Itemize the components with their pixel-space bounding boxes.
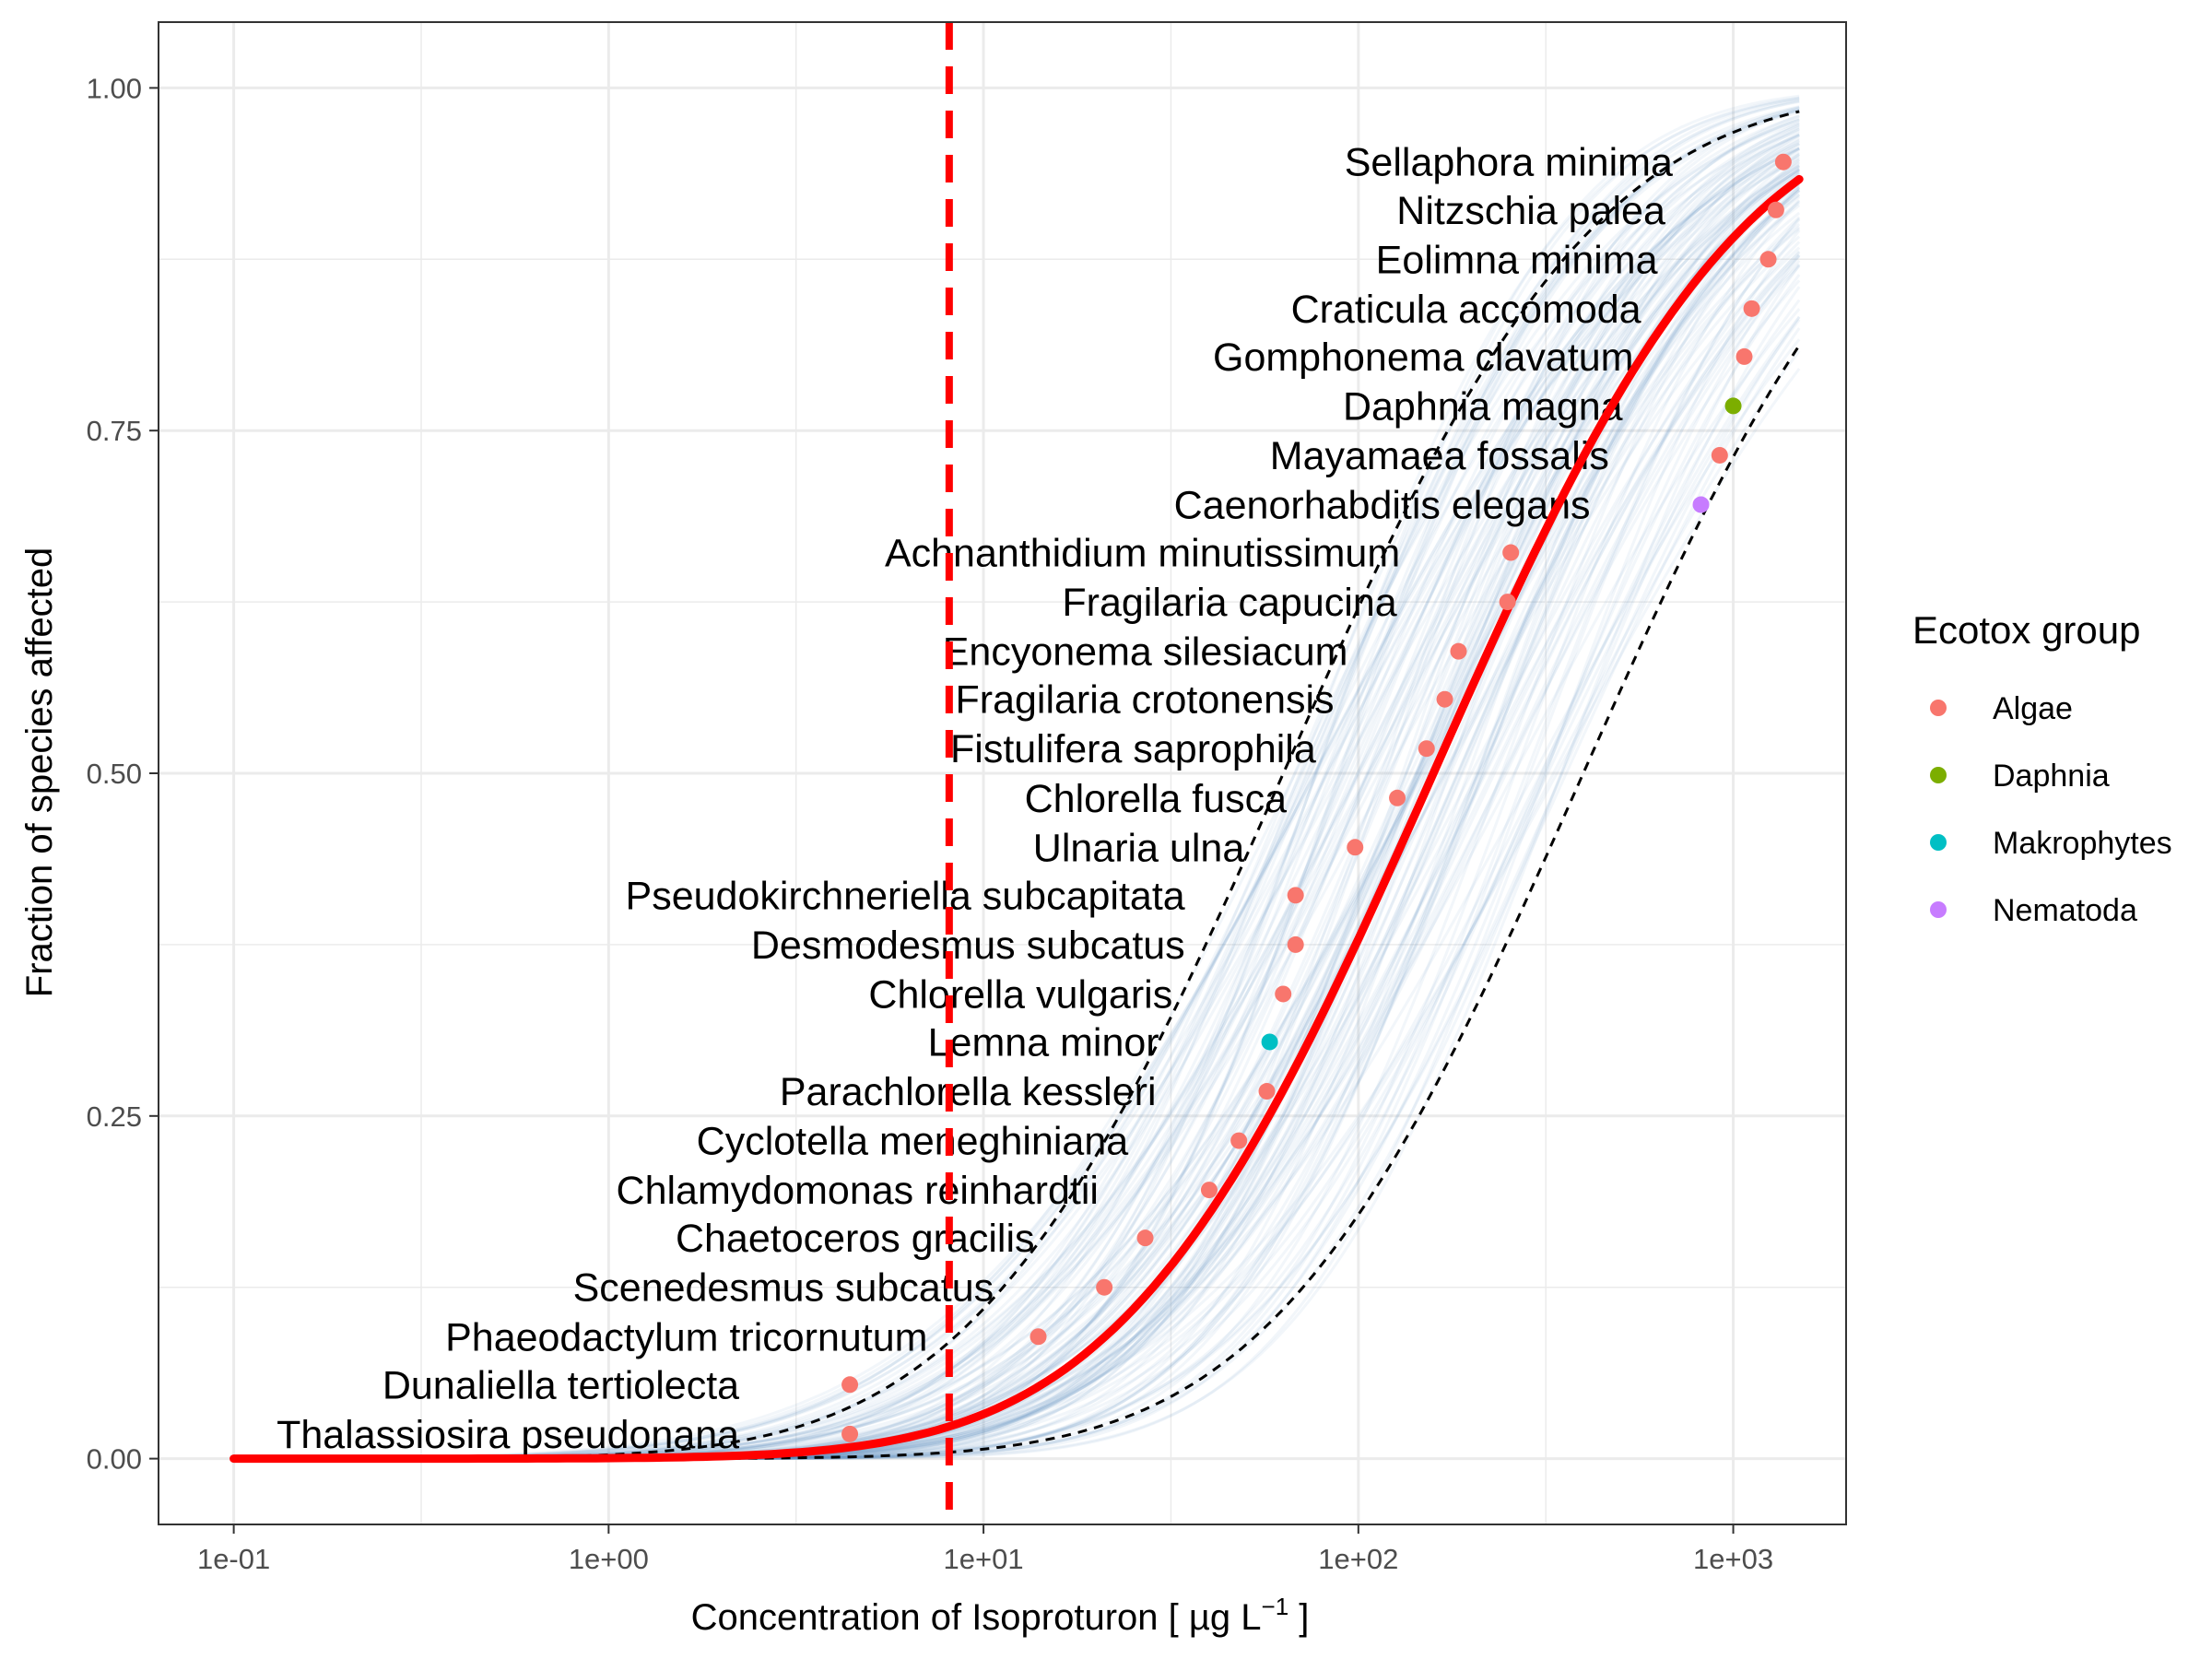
lower-confidence-line: [233, 344, 1801, 1461]
data-point: [1200, 1182, 1218, 1199]
data-point: [1030, 1328, 1047, 1346]
data-point: [1767, 201, 1784, 218]
data-point: [1724, 397, 1742, 415]
legend-key: [1930, 700, 1947, 716]
data-point: [1261, 1033, 1278, 1051]
data-point: [1774, 153, 1792, 171]
species-label: Chlorella vulgaris: [868, 972, 1172, 1017]
y-axis-title: Fraction of species affected: [19, 547, 60, 997]
species-label: Fistulifera saprophila: [950, 727, 1316, 771]
data-point: [1502, 544, 1520, 561]
legend-label: Nematoda: [1993, 893, 2137, 928]
legend-key: [1930, 834, 1947, 851]
data-point: [1450, 642, 1467, 660]
legend-title: Ecotox group: [1912, 608, 2141, 652]
species-label: Achnanthidium minutissimum: [885, 532, 1400, 576]
species-label: Encyonema silesiacum: [943, 630, 1348, 675]
species-label: Chlorella fusca: [1025, 777, 1287, 821]
species-labels: Thalassiosira pseudonana Dunaliella terti…: [276, 141, 1673, 1457]
species-label: Fragilaria capucina: [1062, 581, 1396, 625]
species-label: Sellaphora minima: [1345, 141, 1673, 185]
y-tick-label: 0.75: [87, 415, 142, 447]
data-point: [1389, 789, 1406, 806]
species-label: Ulnaria ulna: [1033, 826, 1245, 870]
species-label: Scenedesmus subcatus: [573, 1266, 994, 1311]
data-point: [1499, 594, 1516, 611]
species-label: Eolimna minima: [1376, 238, 1658, 282]
data-point: [1136, 1230, 1154, 1247]
x-tick-label: 1e+03: [1693, 1543, 1773, 1575]
y-axis-ticks: 0.00 0.25 0.50 0.75 1.00: [87, 72, 159, 1476]
species-label: Parachlorella kessleri: [780, 1070, 1157, 1114]
data-point: [1418, 740, 1435, 758]
legend-label: Daphnia: [1993, 759, 2110, 794]
ssd-fit-curve: [229, 174, 1804, 1464]
y-tick-label: 0.25: [87, 1100, 142, 1133]
data-point: [1096, 1278, 1113, 1296]
data-point: [1743, 300, 1760, 317]
x-axis-title: Concentration of Isoproturon [ µg L−1 ]: [691, 1593, 1310, 1638]
data-point: [841, 1376, 859, 1394]
data-point: [1692, 496, 1710, 513]
x-tick-label: 1e+02: [1318, 1543, 1398, 1575]
species-label: Nitzschia palea: [1396, 189, 1665, 233]
data-point: [841, 1425, 859, 1442]
x-tick-label: 1e+00: [569, 1543, 649, 1575]
data-point: [1258, 1083, 1276, 1100]
y-tick-label: 1.00: [87, 72, 142, 104]
legend-key: [1930, 901, 1947, 918]
legend-label: Algae: [1993, 691, 2073, 726]
species-label: Mayamaea fossalis: [1270, 434, 1609, 478]
x-tick-label: 1e+01: [944, 1543, 1024, 1575]
data-point: [1275, 985, 1292, 1003]
species-label: Pseudokirchneriella subcapitata: [626, 874, 1185, 918]
species-label: Phaeodactylum tricornutum: [445, 1315, 927, 1359]
y-tick-label: 0.00: [87, 1443, 142, 1476]
species-label: Fragilaria crotonensis: [955, 678, 1334, 723]
y-tick-label: 0.50: [87, 758, 142, 790]
legend: Ecotox group Algae Daphnia Makrophytes Nema…: [1912, 608, 2172, 928]
data-point: [1735, 347, 1753, 365]
species-label: Desmodesmus subcatus: [751, 924, 1185, 968]
species-label: Chaetoceros gracilis: [676, 1217, 1035, 1261]
data-point: [1287, 935, 1304, 953]
species-label: Lemna minor: [928, 1020, 1159, 1065]
species-label: Craticula accomoda: [1291, 288, 1641, 332]
data-points: [841, 153, 1792, 1442]
species-label: Cyclotella meneghiniana: [697, 1120, 1129, 1164]
x-tick-label: 1e-01: [197, 1543, 270, 1575]
species-label: Chlamydomonas reinhardtii: [617, 1169, 1099, 1213]
data-point: [1759, 251, 1777, 268]
species-label: Caenorhabditis elegans: [1174, 484, 1591, 528]
ssd-fit-line: [229, 174, 1804, 1464]
legend-key: [1930, 767, 1947, 783]
legend-label: Makrophytes: [1993, 826, 2172, 861]
data-point: [1230, 1132, 1248, 1149]
species-label: Dunaliella tertiolecta: [382, 1363, 739, 1407]
data-point: [1287, 887, 1304, 904]
x-axis-ticks: 1e-01 1e+00 1e+01 1e+02 1e+03: [197, 1524, 1773, 1575]
species-label: Thalassiosira pseudonana: [276, 1413, 739, 1457]
species-label: Gomphonema clavatum: [1213, 335, 1634, 380]
confidence-band-lines: [233, 110, 1801, 1461]
species-label: Daphnia magna: [1343, 384, 1623, 429]
data-point: [1436, 690, 1453, 708]
data-point: [1347, 839, 1364, 856]
data-point: [1711, 446, 1728, 464]
